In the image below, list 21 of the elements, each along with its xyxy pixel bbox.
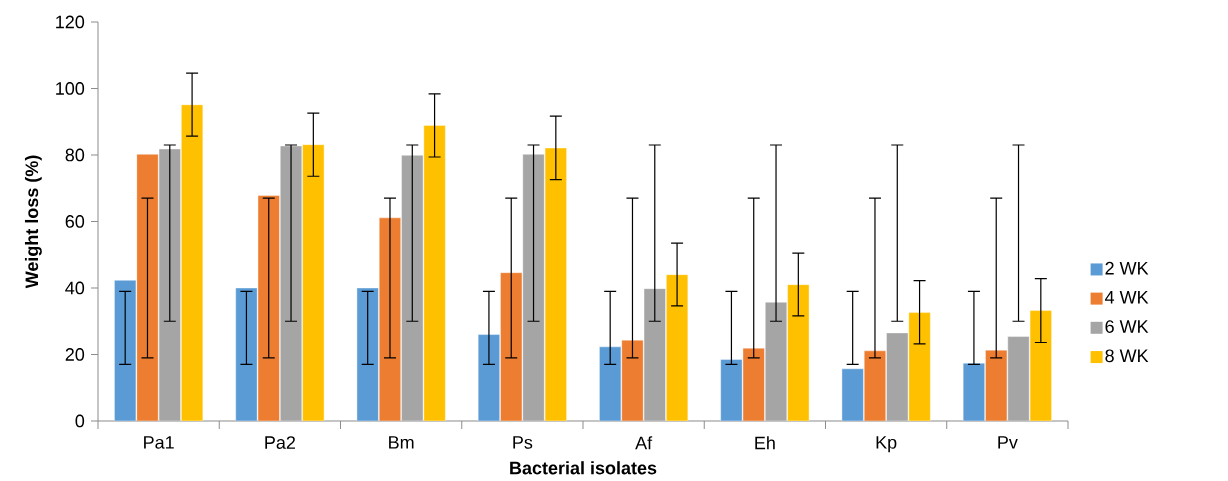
y-tick-label: 100 xyxy=(56,82,85,95)
x-tick-label: Pa2 xyxy=(265,436,295,449)
legend-label: 6 WK xyxy=(1105,320,1149,333)
x-tick-label: Eh xyxy=(755,436,775,450)
legend-label: 4 WK xyxy=(1105,291,1149,304)
y-tick-label: 0 xyxy=(75,414,85,428)
y-tick-label: 60 xyxy=(65,215,85,228)
x-tick-label: Ps xyxy=(513,436,533,449)
x-tick-label: Bm xyxy=(389,436,414,449)
y-tick-label: 120 xyxy=(56,15,85,29)
x-tick-label: Pa1 xyxy=(144,436,174,449)
legend-label: 2 WK xyxy=(1105,261,1149,275)
legend-label: 8 WK xyxy=(1105,349,1149,363)
x-tick-label: Pv xyxy=(998,436,1018,449)
y-axis-title: Weight loss (%) xyxy=(24,155,42,289)
x-axis-title: Bacterial isolates xyxy=(510,461,657,475)
y-tick-label: 20 xyxy=(65,348,85,361)
y-tick-label: 80 xyxy=(65,148,85,162)
x-tick-label: Af xyxy=(635,436,653,450)
x-tick-label: Kp xyxy=(876,436,897,453)
y-tick-label: 40 xyxy=(65,281,85,295)
